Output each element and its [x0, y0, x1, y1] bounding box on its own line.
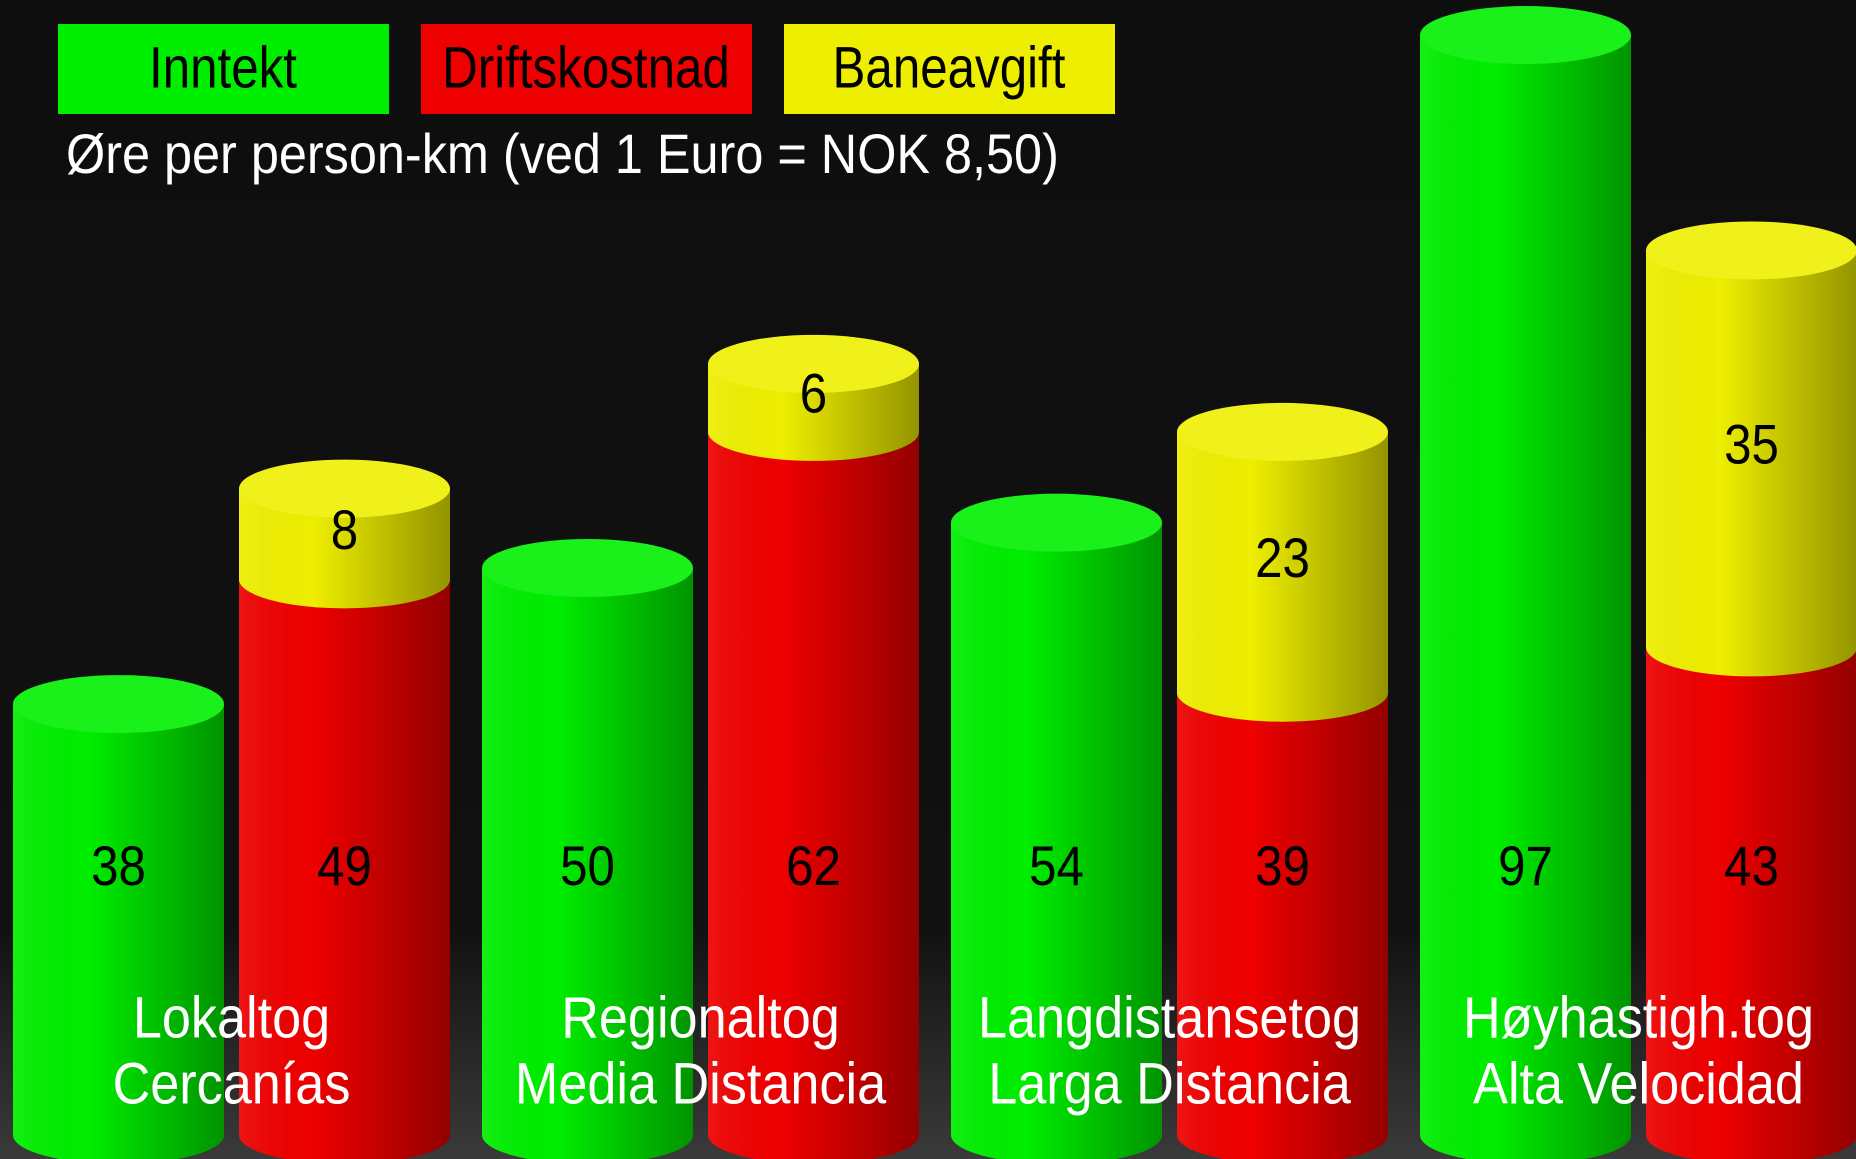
subtitle: Øre per person-km (ved 1 Euro = NOK 8,50…: [66, 123, 1059, 185]
x-tick-label: Larga Distancia: [988, 1051, 1351, 1116]
x-tick-label: Lokaltog: [133, 985, 330, 1050]
legend-label: Baneavgift: [833, 36, 1066, 101]
value-label: 6: [800, 363, 827, 426]
legend-swatch: [421, 24, 752, 114]
bar-shade: [239, 579, 450, 1159]
value-label: 23: [1255, 527, 1310, 590]
value-label: 62: [786, 835, 841, 898]
bar-top: [13, 675, 224, 734]
bar-top: [1420, 6, 1631, 65]
x-tick-label: Media Distancia: [515, 1051, 887, 1116]
legend-label: Driftskostnad: [442, 36, 730, 101]
bar-top: [951, 493, 1162, 552]
x-tick-label: Alta Velocidad: [1473, 1051, 1804, 1116]
bar-shade: [708, 431, 919, 1159]
bar-shade: [482, 568, 693, 1159]
value-label: 8: [331, 499, 358, 562]
bar-shade: [239, 488, 450, 609]
value-label: 43: [1724, 835, 1779, 898]
bar-top: [1177, 402, 1388, 461]
legend-label: Inntekt: [149, 36, 297, 101]
bar-shade: [1177, 431, 1388, 722]
x-tick-label: Langdistansetog: [978, 985, 1361, 1050]
bar-shade: [1646, 250, 1856, 677]
value-label: 39: [1255, 835, 1310, 898]
x-tick-label: Cercanías: [113, 1051, 351, 1116]
value-label: 50: [560, 835, 615, 898]
value-label: 38: [91, 835, 146, 898]
bar-top: [239, 459, 450, 518]
bar-shade: [1646, 647, 1856, 1159]
x-tick-label: Høyhastigh.tog: [1463, 985, 1814, 1050]
bar-shade: [1177, 692, 1388, 1159]
bar-top: [708, 334, 919, 393]
value-label: 49: [317, 835, 372, 898]
bar-shade: [13, 704, 224, 1159]
value-label: 35: [1724, 414, 1779, 477]
bar-shade: [1420, 35, 1631, 1159]
value-label: 97: [1498, 835, 1553, 898]
x-tick-label: Regionaltog: [561, 985, 840, 1050]
legend-swatch: [58, 24, 389, 114]
legend-swatch: [784, 24, 1115, 114]
bar-top: [482, 539, 693, 597]
bar-top: [1646, 221, 1856, 280]
bar-shade: [951, 522, 1162, 1159]
value-label: 54: [1029, 835, 1084, 898]
